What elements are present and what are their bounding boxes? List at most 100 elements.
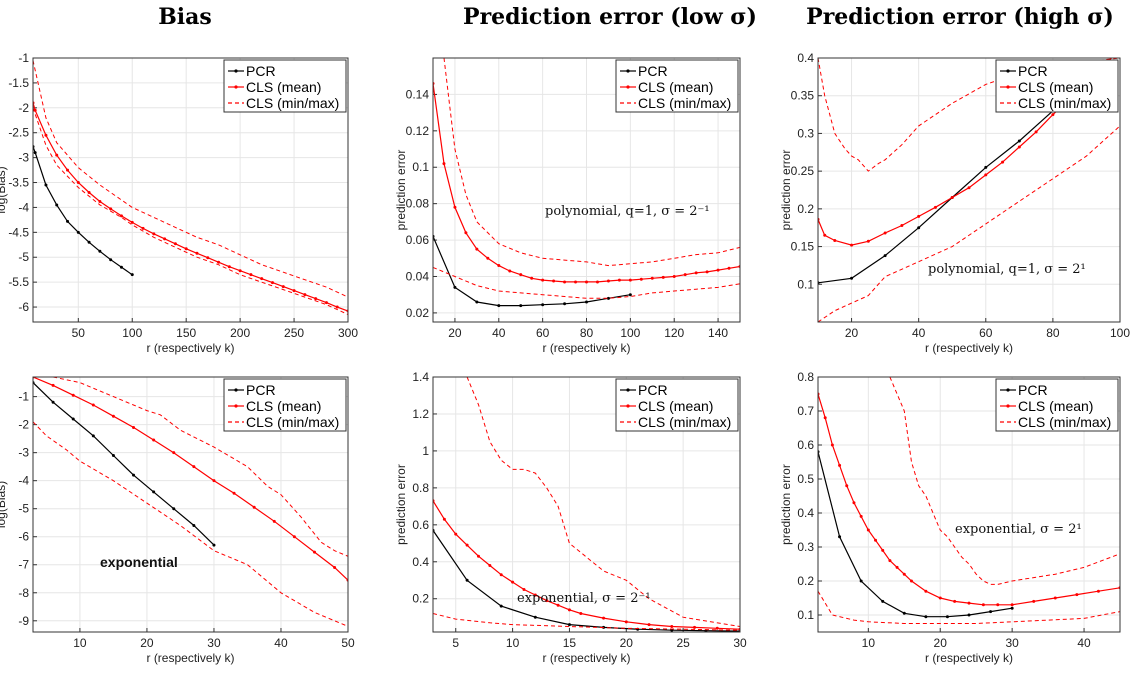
chart-panel-6: 10 20 30 40 0.1 0.2 0.3 0.4 0.5 0.6 0.7 0.8 r (respe… bbox=[779, 370, 1121, 665]
panel-annotation: polynomial, q=1, σ = 2¹ bbox=[928, 262, 1086, 277]
y-axis-label: prediction error bbox=[779, 150, 793, 231]
data-point bbox=[442, 162, 446, 166]
y-tick-label: 0.8 bbox=[412, 481, 429, 495]
y-tick-label: -5 bbox=[18, 502, 29, 516]
data-point bbox=[650, 276, 654, 280]
y-tick-label: 0.7 bbox=[797, 404, 814, 418]
y-tick-label: 0.06 bbox=[406, 233, 430, 247]
data-point bbox=[950, 196, 954, 200]
data-point bbox=[499, 573, 503, 577]
x-axis-label: r (respectively k) bbox=[146, 341, 234, 355]
legend-label: CLS (min/max) bbox=[246, 95, 339, 111]
x-tick-label: 20 bbox=[140, 636, 154, 650]
series-line-4 bbox=[818, 590, 1120, 624]
plot-frame bbox=[32, 57, 349, 323]
legend-box bbox=[223, 378, 347, 432]
data-point bbox=[727, 266, 731, 270]
series-line-4 bbox=[818, 125, 1120, 322]
series-line-1 bbox=[33, 382, 215, 546]
legend-marker bbox=[1006, 404, 1010, 408]
y-axis-label: prediction error bbox=[394, 464, 408, 545]
data-point bbox=[91, 434, 95, 438]
data-point bbox=[464, 231, 468, 235]
x-tick-label: 20 bbox=[845, 326, 859, 340]
data-point bbox=[475, 300, 479, 304]
x-tick-label: 50 bbox=[72, 326, 86, 340]
data-point bbox=[212, 479, 216, 483]
column-title-bias: Bias bbox=[158, 4, 212, 30]
y-tick-label: 0.35 bbox=[791, 89, 815, 103]
data-point bbox=[66, 219, 70, 223]
data-point bbox=[71, 393, 75, 397]
y-axis-label: prediction error bbox=[394, 150, 408, 231]
legend-label: PCR bbox=[1018, 382, 1048, 398]
data-point bbox=[715, 626, 719, 630]
data-point bbox=[324, 301, 328, 305]
data-point bbox=[281, 285, 285, 289]
data-point bbox=[454, 532, 458, 536]
legend-label: CLS (mean) bbox=[1018, 398, 1093, 414]
data-point bbox=[212, 543, 216, 547]
legend-marker bbox=[626, 388, 630, 392]
y-tick-label: 0.4 bbox=[797, 506, 814, 520]
series-line-3 bbox=[889, 377, 1120, 585]
data-point bbox=[563, 302, 567, 306]
series-line-3 bbox=[52, 377, 348, 557]
legend-marker bbox=[1006, 85, 1010, 89]
x-tick-label: 30 bbox=[733, 636, 747, 650]
y-tick-label: 0.15 bbox=[791, 240, 815, 254]
y-tick-label: 0.1 bbox=[797, 608, 814, 622]
data-point bbox=[497, 264, 501, 268]
data-point bbox=[172, 507, 176, 511]
data-point bbox=[163, 237, 167, 241]
x-axis-label: r (respectively k) bbox=[925, 341, 1013, 355]
legend-label: CLS (min/max) bbox=[638, 95, 731, 111]
y-tick-label: -5 bbox=[18, 250, 29, 264]
x-tick-label: 10 bbox=[73, 636, 87, 650]
legend-marker bbox=[1006, 69, 1010, 73]
data-point bbox=[628, 293, 632, 297]
data-point bbox=[945, 615, 949, 619]
data-point bbox=[852, 501, 856, 505]
x-tick-label: 80 bbox=[580, 326, 594, 340]
legend-label: PCR bbox=[638, 63, 668, 79]
data-point bbox=[933, 205, 937, 209]
y-axis-label: prediction error bbox=[779, 464, 793, 545]
legend-label: CLS (min/max) bbox=[1018, 95, 1111, 111]
data-point bbox=[488, 563, 492, 567]
y-tick-label: 0.25 bbox=[791, 164, 815, 178]
data-point bbox=[91, 403, 95, 407]
series-line-1 bbox=[818, 451, 1013, 618]
data-point bbox=[335, 305, 339, 309]
series-line-3 bbox=[466, 377, 740, 627]
data-point bbox=[249, 273, 253, 277]
legend-label: CLS (mean) bbox=[246, 79, 321, 95]
legend-label: PCR bbox=[246, 63, 276, 79]
data-point bbox=[119, 265, 123, 269]
x-tick-label: 50 bbox=[341, 636, 355, 650]
y-tick-label: -6 bbox=[18, 300, 29, 314]
legend-marker bbox=[626, 85, 630, 89]
data-point bbox=[314, 297, 318, 301]
x-axis-label: r (respectively k) bbox=[925, 651, 1013, 665]
x-tick-label: 40 bbox=[492, 326, 506, 340]
x-tick-label: 5 bbox=[452, 636, 459, 650]
data-point bbox=[661, 275, 665, 279]
y-tick-label: 0.5 bbox=[797, 472, 814, 486]
data-point bbox=[1096, 589, 1100, 593]
data-point bbox=[508, 269, 512, 273]
data-point bbox=[252, 505, 256, 509]
data-point bbox=[98, 249, 102, 253]
y-tick-label: -2.5 bbox=[8, 126, 29, 140]
data-point bbox=[647, 623, 651, 627]
y-tick-label: 1 bbox=[422, 444, 429, 458]
data-point bbox=[1010, 603, 1014, 607]
data-point bbox=[693, 625, 697, 629]
data-point bbox=[967, 601, 971, 605]
data-point bbox=[98, 199, 102, 203]
data-point bbox=[989, 610, 993, 614]
data-point bbox=[830, 443, 834, 447]
data-point bbox=[533, 593, 537, 597]
